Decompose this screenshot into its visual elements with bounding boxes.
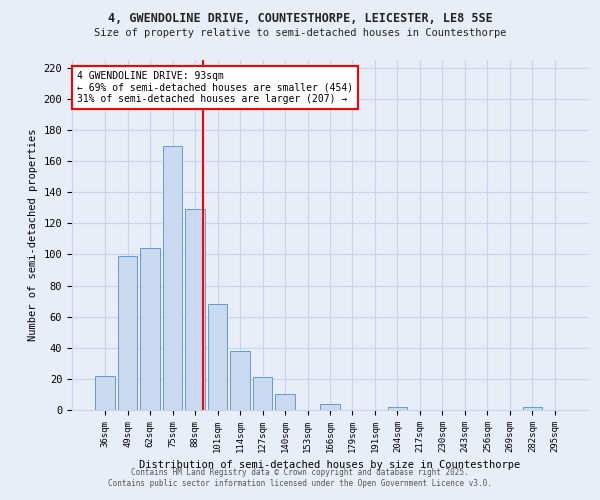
Bar — [185, 210, 205, 410]
Bar — [253, 378, 272, 410]
Bar — [275, 394, 295, 410]
Bar — [230, 351, 250, 410]
Bar — [140, 248, 160, 410]
Text: Size of property relative to semi-detached houses in Countesthorpe: Size of property relative to semi-detach… — [94, 28, 506, 38]
Text: Contains HM Land Registry data © Crown copyright and database right 2025.
Contai: Contains HM Land Registry data © Crown c… — [108, 468, 492, 487]
Bar — [95, 376, 115, 410]
Bar — [208, 304, 227, 410]
Bar — [118, 256, 137, 410]
Bar — [523, 407, 542, 410]
Bar — [163, 146, 182, 410]
Y-axis label: Number of semi-detached properties: Number of semi-detached properties — [28, 128, 38, 341]
Bar — [320, 404, 340, 410]
Text: 4 GWENDOLINE DRIVE: 93sqm
← 69% of semi-detached houses are smaller (454)
31% of: 4 GWENDOLINE DRIVE: 93sqm ← 69% of semi-… — [77, 70, 353, 104]
Text: 4, GWENDOLINE DRIVE, COUNTESTHORPE, LEICESTER, LE8 5SE: 4, GWENDOLINE DRIVE, COUNTESTHORPE, LEIC… — [107, 12, 493, 26]
Bar — [388, 407, 407, 410]
X-axis label: Distribution of semi-detached houses by size in Countesthorpe: Distribution of semi-detached houses by … — [139, 460, 521, 470]
